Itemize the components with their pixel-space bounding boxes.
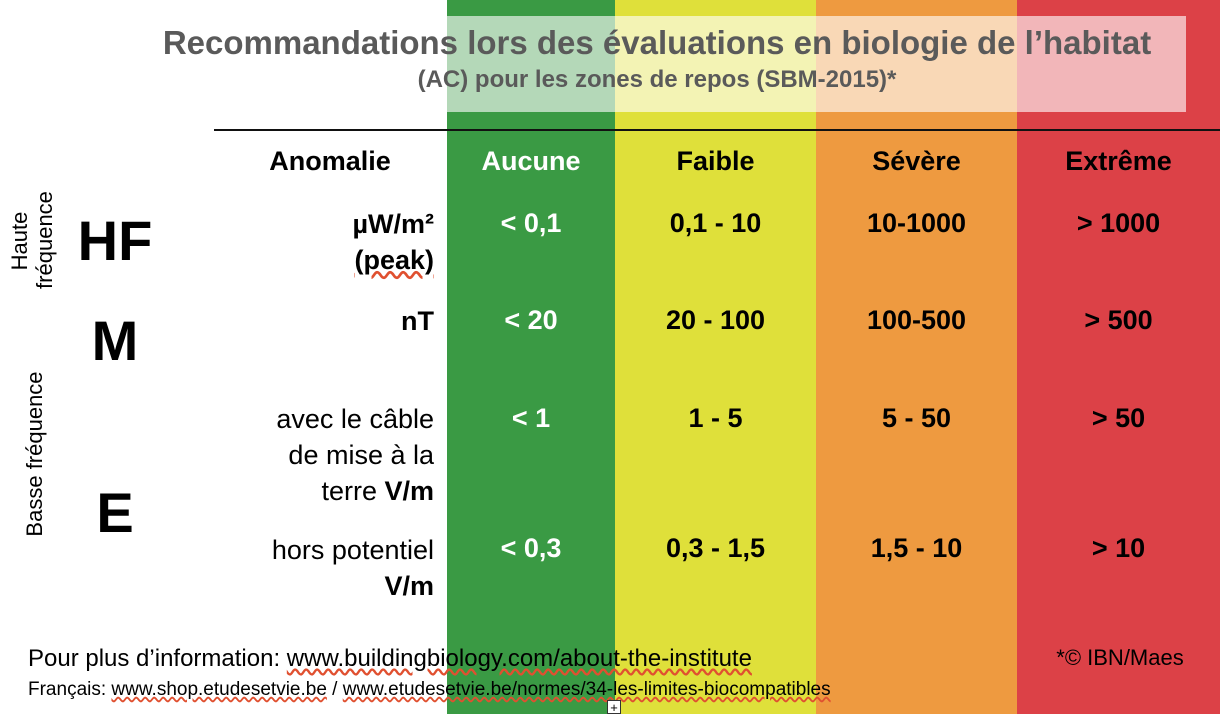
row-e2-unit: V/m — [384, 571, 434, 601]
footer-info-link[interactable]: www.buildingbiology.com/about-the-instit… — [286, 645, 752, 672]
row-e1-unit: V/m — [384, 476, 434, 506]
column-aucune-background — [447, 0, 615, 714]
footer-info-prefix: Pour plus d’information: — [28, 645, 287, 672]
cell-hf-severe: 10-1000 — [866, 208, 967, 238]
row-e2-label: hors potentiel V/m — [214, 532, 434, 604]
footer-fr-link-shop[interactable]: www.shop.etudesetvie.be — [111, 679, 327, 700]
header-aucune: Aucune — [481, 146, 581, 176]
footer-info: Pour plus d’information: www.buildingbio… — [28, 645, 752, 673]
header-extreme: Extrême — [1065, 146, 1172, 176]
header-severe: Sévère — [872, 146, 961, 176]
column-faible-background — [615, 0, 816, 714]
cell-e2-aucune: < 0,3 — [500, 533, 562, 563]
side-label-frequence: fréquence — [32, 191, 57, 289]
row-e1-line3-text: terre — [321, 476, 385, 506]
row-e1-label: avec le câble de mise à la terre V/m — [214, 401, 434, 509]
row-letter-e: E — [96, 481, 134, 544]
footer-copyright: *© IBN/Maes — [1056, 645, 1184, 670]
cell-m-aucune: < 20 — [504, 305, 558, 335]
page-subtitle: (AC) pour les zones de repos (SBM-2015)* — [417, 66, 897, 93]
cell-e2-severe: 1,5 - 10 — [870, 533, 963, 563]
title-band — [128, 16, 1186, 112]
row-e2-line1: hors potentiel — [271, 535, 434, 565]
row-letter-hf: HF — [77, 209, 153, 272]
row-hf-unit: µW/m² (peak) — [234, 206, 434, 278]
column-extreme-background — [1017, 0, 1220, 714]
column-severe-background — [816, 0, 1017, 714]
cell-e2-extreme: > 10 — [1091, 533, 1146, 563]
cell-m-severe: 100-500 — [866, 305, 967, 335]
row-e1-line3: terre V/m — [214, 473, 434, 509]
cell-m-extreme: > 500 — [1084, 305, 1153, 335]
cell-e1-aucune: < 1 — [511, 403, 551, 433]
side-label-basse-frequence: Basse fréquence — [22, 371, 47, 537]
page-title: Recommandations lors des évaluations en … — [162, 24, 1152, 61]
cell-hf-aucune: < 0,1 — [500, 208, 562, 238]
footer-fr-prefix: Français: — [28, 679, 112, 700]
row-hf-unit-line2: (peak) — [354, 245, 434, 275]
row-letter-m: M — [91, 309, 139, 372]
row-e1-line2: de mise à la — [288, 440, 434, 470]
move-handle-icon[interactable]: + — [607, 700, 621, 714]
header-divider — [214, 129, 1220, 131]
row-e1-line1: avec le câble — [276, 404, 434, 434]
cell-e1-extreme: > 50 — [1091, 403, 1146, 433]
cell-m-faible: 20 - 100 — [665, 305, 766, 335]
footer-french: Français: www.shop.etudesetvie.be / www.… — [28, 679, 831, 701]
header-anomalie: Anomalie — [269, 146, 391, 176]
row-hf-unit-line1: µW/m² — [352, 209, 434, 239]
cell-e2-faible: 0,3 - 1,5 — [665, 533, 766, 563]
cell-e1-faible: 1 - 5 — [688, 403, 743, 433]
footer-fr-link-normes[interactable]: www.etudesetvie.be/normes/34-les-limites… — [342, 679, 831, 700]
cell-hf-extreme: > 1000 — [1076, 208, 1161, 238]
footer-fr-separator: / — [326, 679, 343, 700]
cell-e1-severe: 5 - 50 — [881, 403, 952, 433]
row-m-unit: nT — [401, 306, 434, 336]
cell-hf-faible: 0,1 - 10 — [669, 208, 762, 238]
header-faible: Faible — [676, 146, 755, 176]
